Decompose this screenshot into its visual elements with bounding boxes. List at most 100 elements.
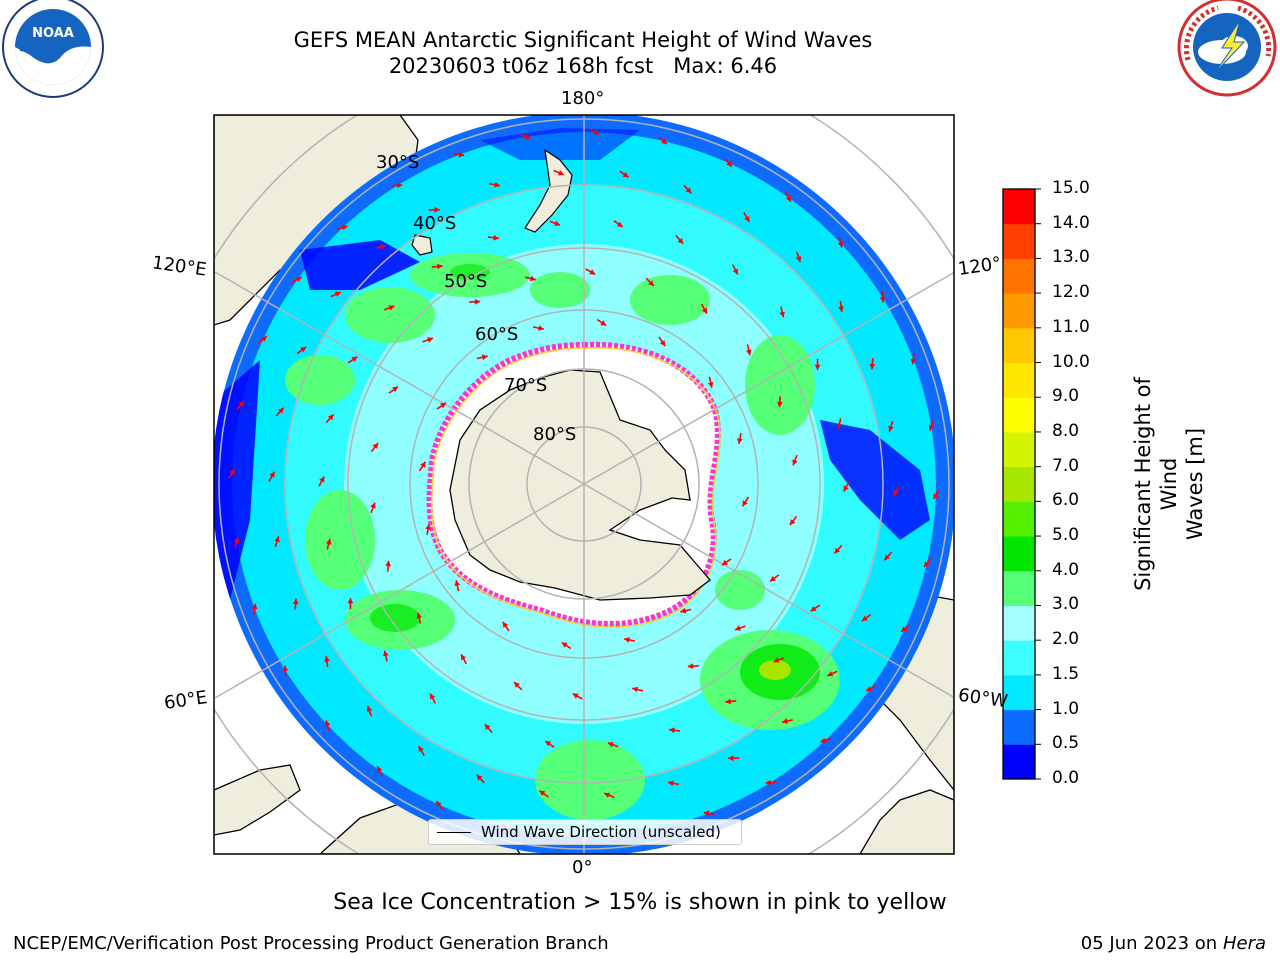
wave-direction-arrowhead [680,607,687,614]
wave-direction-arrowhead [837,241,844,248]
wave-direction-arrowhead [269,471,275,478]
colorbar-tick-label: 2.0 [1052,629,1080,650]
colorbar-tick-label: 6.0 [1052,490,1080,511]
footer-date-text: 05 Jun 2023 on [1080,933,1218,954]
wave-direction-arrowhead [827,671,834,677]
wave-direction-arrowhead [744,216,750,222]
wave-direction-arrowhead [251,603,258,610]
wave-direction-arrowhead [600,320,607,326]
wave-direction-arrowhead [458,151,465,158]
colorbar-tick-label: 15.0 [1052,178,1090,198]
wave-direction-arrowhead [866,685,873,691]
wave-direction-arrowhead [274,536,280,543]
wave-direction-arrowhead [668,780,674,787]
wave-direction-arrowhead [589,269,596,275]
wave-direction-arrowhead [437,263,443,270]
colorbar-tick-label: 14.0 [1052,212,1090,233]
wave-direction-arrowhead [295,277,302,283]
wave-direction-arrowhead [659,340,666,347]
wave-direction-arrowhead [493,234,499,241]
wave-direction-arrowhead [377,766,383,773]
wave-direction-arrowhead [820,737,827,744]
colorbar-bin [1003,362,1035,398]
wave-direction-arrowhead [622,172,629,178]
wave-direction-arrowhead [292,598,299,605]
colorbar-bin [1003,744,1035,780]
wave-direction-arrowhead [233,537,240,544]
wave-direction-arrowhead [928,424,935,431]
wave-direction-arrowhead [810,606,817,612]
wave-direction-arrowhead [735,625,741,631]
wave-direction-arrowhead [454,580,461,587]
madagascar-land [214,764,301,836]
wave-direction-arrowhead [341,224,348,231]
wave-direction-arrowhead [366,705,373,712]
wave-direction-arrowhead [388,305,395,311]
wave-direction-arrowhead [351,356,358,362]
colorbar-bin [1003,536,1035,572]
wave-direction-arrowhead [869,363,876,370]
legend-line-icon [437,831,471,833]
colorbar-bin [1003,605,1035,641]
colorbar-tick-label: 1.0 [1052,698,1080,719]
wave-direction-arrowhead [742,500,748,507]
wave-direction-arrowhead [327,414,334,421]
wind-wave-arrows [228,128,940,840]
wave-direction-arrowhead [420,461,426,468]
colorbar-tick-label: 7.0 [1052,455,1080,476]
lat-label-70s: 70°S [504,375,548,396]
colorbar-tick-label: 10.0 [1052,351,1090,372]
nws-logo-icon [1177,0,1277,97]
wave-direction-arrowhead [604,792,611,798]
wave-direction-arrowhead [425,524,431,530]
wave-direction-arrowhead [347,598,354,604]
footer-host: Hera [1222,933,1266,954]
wave-direction-arrowhead [524,133,531,140]
wave-direction-arrowhead [392,386,398,392]
lon-label-180: 180° [561,88,605,109]
wave-direction-arrowhead [300,346,307,353]
wave-direction-arrowhead [765,779,772,786]
wave-direction-arrowhead [607,742,614,748]
colorbar-frame [1002,188,1036,780]
colorbar-title-line1: Significant Height of Wind [1131,377,1181,591]
wave-direction-arrowhead [539,790,546,796]
wave-direction-arrowhead [430,693,436,700]
colorbar-bin [1003,431,1035,468]
wave-direction-arrowhead [557,170,564,176]
wave-direction-arrowhead [427,337,433,343]
wave-direction-arrowhead [383,650,389,657]
wave-direction-arrowhead [893,490,899,497]
wave-direction-arrowhead [789,519,796,526]
wave-direction-arrowhead [910,358,917,365]
colorbar-title: Significant Height of Wind Waves [m] [1130,354,1208,614]
wave-direction-arrowhead [554,220,561,226]
wave-direction-arrowhead [416,612,422,619]
wave-direction-arrowhead [436,801,442,808]
wave-direction-arrowhead [474,299,481,305]
antarctica [426,341,721,628]
colorbar-tick-label: 4.0 [1052,559,1080,580]
wave-direction-arrowhead [624,637,630,643]
colorbar-bin [1003,709,1035,745]
south-america-south-land [859,789,954,854]
colorbar-bin [1003,223,1035,259]
map-subtitle: 20230603 t06z 168h fcst Max: 6.46 [388,54,778,78]
colorbar-bin [1003,570,1035,606]
wave-direction-arrowhead [372,442,379,449]
wave-direction-arrowhead [661,138,667,145]
wave-direction-arrowhead [545,741,552,747]
legend-label: Wind Wave Direction (unscaled) [481,823,721,841]
wave-direction-arrowhead [901,626,908,632]
colorbar [1002,188,1041,780]
wave-direction-arrowhead [385,560,391,567]
colorbar-bin [1003,327,1035,364]
wave-direction-arrowhead [879,296,886,303]
wave-direction-arrowhead [648,280,654,286]
colorbar-tick-label: 0.0 [1052,768,1080,788]
wave-direction-arrowhead [481,354,488,361]
wave-direction-arrowhead [418,746,424,752]
wave-direction-arrowhead [732,268,738,275]
wave-direction-arrowhead [725,698,731,705]
